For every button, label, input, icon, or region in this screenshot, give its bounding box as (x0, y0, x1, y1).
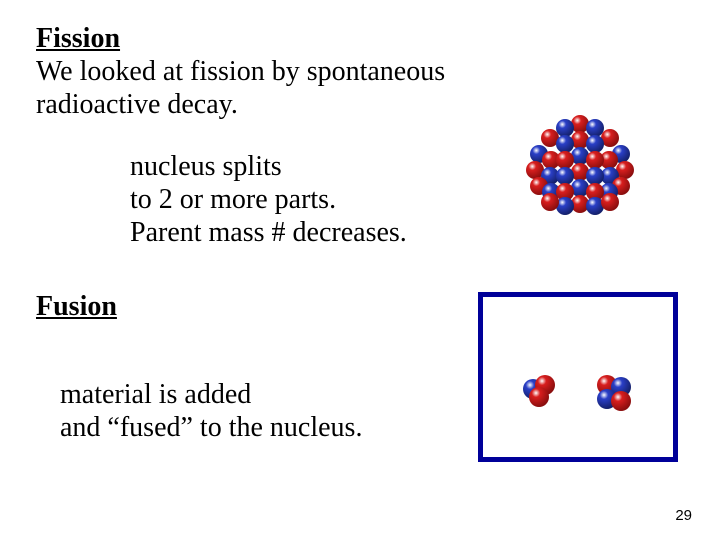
page-number: 29 (675, 507, 692, 524)
fusion-points-block: material is added and “fused” to the nuc… (60, 378, 362, 444)
fusion-title: Fusion (36, 290, 117, 323)
fusion-diagram-box (478, 292, 678, 462)
nucleus-icon (525, 110, 635, 220)
fission-title: Fission (36, 22, 445, 55)
fusion-point2: and “fused” to the nucleus. (60, 411, 362, 444)
small-nucleus-left (521, 375, 561, 415)
fission-point1: nucleus splits (130, 150, 407, 183)
small-nucleus-icon (521, 375, 561, 415)
fission-line2: radioactive decay. (36, 88, 445, 121)
fission-point2: to 2 or more parts. (130, 183, 407, 216)
small-nucleus-right (593, 375, 637, 419)
fusion-point1: material is added (60, 378, 362, 411)
fusion-title-block: Fusion (36, 290, 117, 323)
fission-intro-block: Fission We looked at fission by spontane… (36, 22, 445, 121)
fission-point3: Parent mass # decreases. (130, 216, 407, 249)
fission-line1: We looked at fission by spontaneous (36, 55, 445, 88)
small-nucleus-icon (593, 375, 637, 419)
fission-points-block: nucleus splits to 2 or more parts. Paren… (130, 150, 407, 249)
large-nucleus-diagram (525, 110, 635, 220)
